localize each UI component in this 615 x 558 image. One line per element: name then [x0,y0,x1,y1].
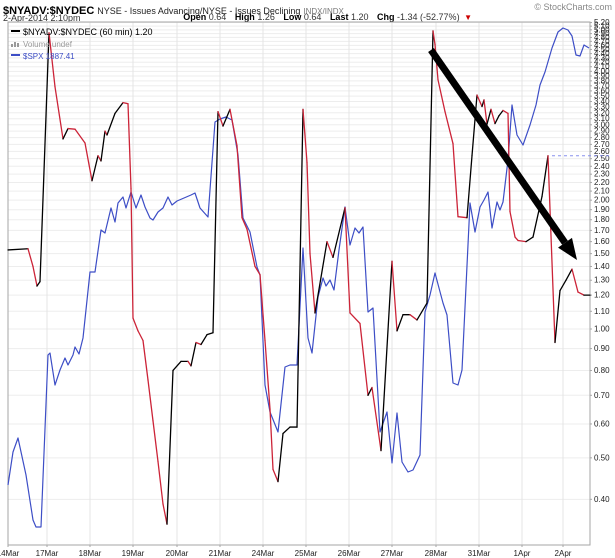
svg-text:5.10: 5.10 [594,22,610,31]
svg-text:0.40: 0.40 [594,495,610,504]
exchange-label: INDX/INDX [303,7,344,16]
symbol-title: $NYADV:$NYDEC [3,5,95,17]
svg-text:4.20: 4.20 [594,58,610,67]
svg-text:5.20: 5.20 [594,18,610,27]
main-series-label: $NYADV:$NYDEC (60 min) 1.20 [23,27,153,37]
svg-text:4.70: 4.70 [594,37,610,46]
svg-text:1.20: 1.20 [594,291,610,300]
svg-text:3.90: 3.90 [594,72,610,81]
quote-summary: Open 0.64 High 1.26 Low 0.64 Last 1.20 C… [183,12,472,22]
chart-legend: $NYADV:$NYDEC (60 min) 1.20 Volume undef… [11,26,153,62]
svg-text:4.50: 4.50 [594,45,610,54]
svg-text:1.70: 1.70 [594,226,610,235]
spx-series-swatch-icon [11,53,20,56]
legend-main-series: $NYADV:$NYDEC (60 min) 1.20 [11,26,153,37]
svg-text:14Mar: 14Mar [0,549,20,558]
svg-text:3.50: 3.50 [594,92,610,101]
legend-spx-series: $SPX 1887.41 [11,50,153,61]
svg-text:2.10: 2.10 [594,187,610,196]
chart-header: $NYADV:$NYDEC NYSE - Issues Advancing/NYS… [3,1,344,19]
svg-text:2.30: 2.30 [594,170,610,179]
svg-text:3.80: 3.80 [594,76,610,85]
svg-text:24Mar: 24Mar [252,549,275,558]
chg-label: Chg [377,12,395,22]
svg-text:2Apr: 2Apr [555,549,572,558]
source-credit: © StockCharts.com [534,2,612,12]
svg-text:3.20: 3.20 [594,108,610,117]
svg-text:1.60: 1.60 [594,237,610,246]
svg-text:1.40: 1.40 [594,262,610,271]
svg-text:3.30: 3.30 [594,103,610,112]
svg-text:0.60: 0.60 [594,419,610,428]
svg-text:0.50: 0.50 [594,453,610,462]
chart-datetime: 2-Apr-2014 2:10pm [3,13,81,23]
svg-text:1.30: 1.30 [594,276,610,285]
svg-text:25Mar: 25Mar [295,549,318,558]
svg-text:3.70: 3.70 [594,81,610,90]
svg-text:2.90: 2.90 [594,127,610,136]
svg-text:4.40: 4.40 [594,49,610,58]
high-value: 1.26 [257,12,275,22]
svg-text:1Apr: 1Apr [514,549,531,558]
last-value: 1.20 [350,12,369,22]
svg-text:0.90: 0.90 [594,344,610,353]
svg-text:2.60: 2.60 [594,147,610,156]
legend-volume: Volume undef [11,38,153,49]
low-value: 0.64 [303,12,322,22]
svg-text:18Mar: 18Mar [79,549,102,558]
svg-text:0.70: 0.70 [594,391,610,400]
svg-text:17Mar: 17Mar [36,549,59,558]
svg-text:2.40: 2.40 [594,162,610,171]
chg-value: -1.34 (-52.77%) [397,12,460,22]
svg-text:4.30: 4.30 [594,53,610,62]
svg-text:1.50: 1.50 [594,249,610,258]
high-label: High [234,12,255,22]
svg-text:26Mar: 26Mar [338,549,361,558]
volume-bars-icon [11,38,20,47]
symbol-description: NYSE - Issues Advancing/NYSE - Issues De… [97,6,301,16]
open-label: Open [183,12,207,22]
spx-series-label: $SPX 1887.41 [23,52,75,61]
svg-text:2.70: 2.70 [594,140,610,149]
svg-text:4.10: 4.10 [594,62,610,71]
svg-text:4.60: 4.60 [594,41,610,50]
down-triangle-icon: ▼ [464,13,472,22]
svg-text:1.90: 1.90 [594,205,610,214]
svg-text:21Mar: 21Mar [209,549,232,558]
svg-text:20Mar: 20Mar [166,549,189,558]
svg-text:19Mar: 19Mar [122,549,145,558]
svg-text:1.00: 1.00 [594,325,610,334]
low-label: Low [283,12,302,22]
svg-text:2.80: 2.80 [594,133,610,142]
svg-text:31Mar: 31Mar [468,549,491,558]
svg-text:0.80: 0.80 [594,366,610,375]
svg-text:5.00: 5.00 [594,25,610,34]
svg-text:4.80: 4.80 [594,33,610,42]
svg-text:1.10: 1.10 [594,307,610,316]
svg-text:1.80: 1.80 [594,215,610,224]
svg-text:2.00: 2.00 [594,196,610,205]
open-value: 0.64 [208,12,227,22]
svg-text:3.00: 3.00 [594,120,610,129]
svg-text:28Mar: 28Mar [425,549,448,558]
svg-text:27Mar: 27Mar [381,549,404,558]
svg-text:2.20: 2.20 [594,178,610,187]
svg-text:4.00: 4.00 [594,67,610,76]
svg-text:4.90: 4.90 [594,29,610,38]
last-label: Last [329,12,349,22]
main-series-swatch-icon [11,29,20,32]
svg-text:3.60: 3.60 [594,86,610,95]
svg-text:3.40: 3.40 [594,97,610,106]
volume-label: Volume undef [23,40,72,49]
svg-text:2.50: 2.50 [594,154,610,163]
svg-text:3.10: 3.10 [594,114,610,123]
